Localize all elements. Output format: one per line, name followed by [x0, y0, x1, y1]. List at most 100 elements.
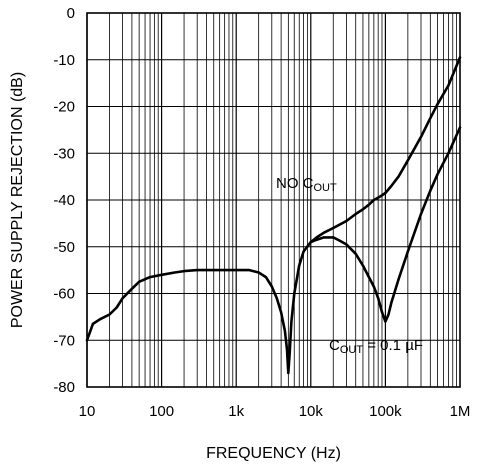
data-point-no_cout — [397, 175, 400, 178]
data-point-cout_01uf — [384, 320, 387, 323]
annotation-no-cout: NO COUT — [276, 175, 337, 194]
y-tick-label: -50 — [53, 239, 75, 256]
data-point-cout_01uf — [339, 240, 342, 243]
data-point-cout_01uf — [436, 173, 439, 176]
data-point-no_cout — [290, 320, 293, 323]
data-point-no_cout — [420, 136, 422, 138]
series-line-no_cout — [85, 56, 462, 375]
data-point-no_cout — [354, 213, 357, 215]
data-point-no_cout — [86, 339, 88, 342]
data-point-no_cout — [275, 297, 278, 300]
data-point-cout_01uf — [377, 297, 380, 300]
data-point-cout_01uf — [315, 238, 318, 241]
data-point-no_cout — [368, 203, 370, 206]
annotation-cout-rest: = 0.1 µF — [363, 337, 423, 354]
y-tick-label: -60 — [53, 286, 75, 303]
data-point-no_cout — [447, 84, 450, 87]
data-point-no_cout — [280, 311, 282, 314]
data-point-no_cout — [302, 250, 305, 253]
data-point-no_cout — [265, 276, 267, 278]
data-point-no_cout — [286, 348, 288, 351]
data-point-no_cout — [459, 56, 461, 59]
data-point-no_cout — [436, 103, 439, 106]
data-point-no_cout — [108, 313, 111, 316]
y-tick-label: 0 — [67, 5, 75, 22]
data-point-no_cout — [381, 194, 383, 197]
data-point-no_cout — [429, 117, 432, 120]
data-point-no_cout — [196, 269, 199, 271]
data-point-no_cout — [257, 271, 260, 274]
data-point-no_cout — [345, 220, 348, 222]
data-point-no_cout — [99, 318, 101, 321]
data-point-cout_01uf — [407, 250, 409, 253]
y-axis-title: POWER SUPPLY REJECTION (dB) — [9, 72, 26, 328]
data-point-no_cout — [149, 276, 151, 278]
data-point-no_cout — [390, 185, 393, 187]
data-point-cout_01uf — [323, 236, 325, 239]
annotation-no-cout-main: NO C — [276, 175, 314, 192]
data-point-cout_01uf — [420, 213, 422, 215]
y-tick-label: -70 — [53, 332, 75, 349]
data-point-no_cout — [407, 159, 409, 162]
data-point-no_cout — [298, 264, 301, 267]
x-tick-label: 100k — [369, 403, 402, 420]
plot-frame — [86, 12, 461, 388]
data-point-cout_01uf — [345, 243, 348, 246]
data-point-no_cout — [323, 231, 325, 234]
y-tick-label: -20 — [53, 99, 75, 116]
y-tick-label: -10 — [53, 52, 75, 69]
data-point-no_cout — [287, 372, 290, 374]
x-tick-label: 10k — [299, 403, 324, 420]
data-point-cout_01uf — [387, 313, 390, 316]
data-point-no_cout — [115, 306, 118, 309]
data-point-no_cout — [362, 208, 364, 211]
annotation-no-cout-sub: OUT — [314, 182, 338, 194]
data-point-no_cout — [293, 292, 296, 295]
data-point-no_cout — [131, 287, 133, 290]
data-point-cout_01uf — [397, 278, 400, 281]
data-point-no_cout — [121, 297, 124, 300]
x-axis-title: FREQUENCY (Hz) — [206, 445, 341, 462]
x-tick-label: 100 — [149, 403, 174, 420]
data-point-no_cout — [332, 227, 335, 229]
annotation-cout-sub: OUT — [340, 344, 364, 356]
x-tick-label: 10 — [79, 403, 96, 420]
data-point-no_cout — [284, 330, 286, 332]
y-tick-label: -30 — [53, 145, 75, 162]
data-point-no_cout — [223, 269, 226, 271]
data-point-no_cout — [315, 236, 318, 239]
series-line-cout_01uf — [309, 126, 462, 323]
data-point-no_cout — [160, 273, 163, 276]
grid-lines — [86, 12, 460, 388]
x-tick-label: 1k — [228, 403, 244, 420]
data-point-cout_01uf — [332, 236, 335, 239]
data-point-cout_01uf — [309, 241, 312, 244]
data-point-cout_01uf — [459, 126, 461, 129]
data-point-no_cout — [372, 199, 375, 201]
data-point-cout_01uf — [362, 264, 364, 267]
annotation-cout-main: C — [329, 337, 340, 354]
y-tick-label: -80 — [53, 379, 75, 396]
annotation-cout: COUT = 0.1 µF — [329, 337, 423, 356]
data-point-no_cout — [183, 270, 186, 272]
data-point-no_cout — [248, 269, 251, 271]
data-point-no_cout — [138, 280, 141, 283]
data-point-cout_01uf — [372, 285, 375, 288]
y-tick-labels: 0 -10 -20 -30 -40 -50 -60 -70 -80 — [53, 5, 75, 396]
data-point-no_cout — [173, 271, 176, 274]
data-point-cout_01uf — [368, 276, 370, 278]
data-point-no_cout — [377, 196, 380, 199]
data-point-cout_01uf — [354, 252, 357, 255]
data-point-cout_01uf — [447, 152, 450, 155]
data-point-no_cout — [212, 269, 215, 271]
series-layer — [85, 56, 462, 375]
x-tick-label: 1M — [450, 403, 471, 420]
x-tick-labels: 10 100 1k 10k 100k 1M — [79, 403, 471, 420]
data-point-no_cout — [235, 269, 238, 271]
data-point-no_cout — [92, 323, 94, 325]
data-point-no_cout — [270, 285, 273, 288]
data-point-no_cout — [288, 353, 291, 356]
data-point-no_cout — [384, 192, 387, 194]
data-point-cout_01uf — [381, 311, 383, 314]
